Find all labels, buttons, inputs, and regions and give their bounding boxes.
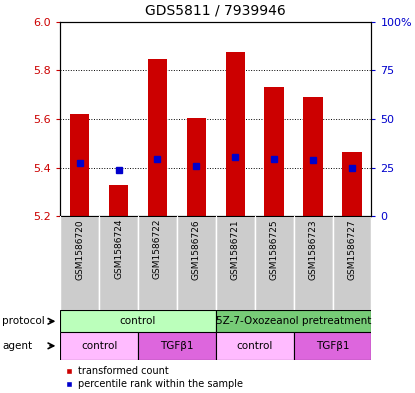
Text: GSM1586724: GSM1586724 [114, 219, 123, 279]
Text: GSM1586723: GSM1586723 [309, 219, 317, 279]
Bar [225, 52, 245, 216]
Text: protocol: protocol [2, 316, 45, 326]
Bar [70, 114, 89, 216]
Bar [109, 185, 128, 216]
Text: GSM1586727: GSM1586727 [347, 219, 356, 279]
Text: GSM1586720: GSM1586720 [75, 219, 84, 279]
Text: TGFβ1: TGFβ1 [316, 341, 349, 351]
Text: GSM1586725: GSM1586725 [270, 219, 278, 279]
Bar [342, 152, 362, 216]
Bar [294, 216, 332, 310]
Text: control: control [237, 341, 273, 351]
Text: agent: agent [2, 341, 32, 351]
Bar [303, 97, 323, 216]
Text: control: control [120, 316, 156, 326]
Bar [216, 216, 255, 310]
Legend: transformed count, percentile rank within the sample: transformed count, percentile rank withi… [65, 366, 243, 389]
Bar [60, 216, 99, 310]
Bar [187, 118, 206, 216]
Bar [99, 216, 138, 310]
Bar [216, 310, 371, 332]
Bar [332, 216, 371, 310]
Text: GSM1586721: GSM1586721 [231, 219, 240, 279]
Bar [177, 216, 216, 310]
Bar [294, 332, 371, 360]
Text: TGFβ1: TGFβ1 [160, 341, 194, 351]
Bar [60, 332, 138, 360]
Bar [255, 216, 294, 310]
Title: GDS5811 / 7939946: GDS5811 / 7939946 [145, 4, 286, 18]
Bar [264, 87, 284, 216]
Bar [138, 332, 216, 360]
Bar [138, 216, 177, 310]
Bar [148, 59, 167, 216]
Text: GSM1586726: GSM1586726 [192, 219, 201, 279]
Bar [216, 332, 294, 360]
Text: 5Z-7-Oxozeanol pretreatment: 5Z-7-Oxozeanol pretreatment [216, 316, 371, 326]
Bar [60, 310, 216, 332]
Text: control: control [81, 341, 117, 351]
Text: GSM1586722: GSM1586722 [153, 219, 162, 279]
